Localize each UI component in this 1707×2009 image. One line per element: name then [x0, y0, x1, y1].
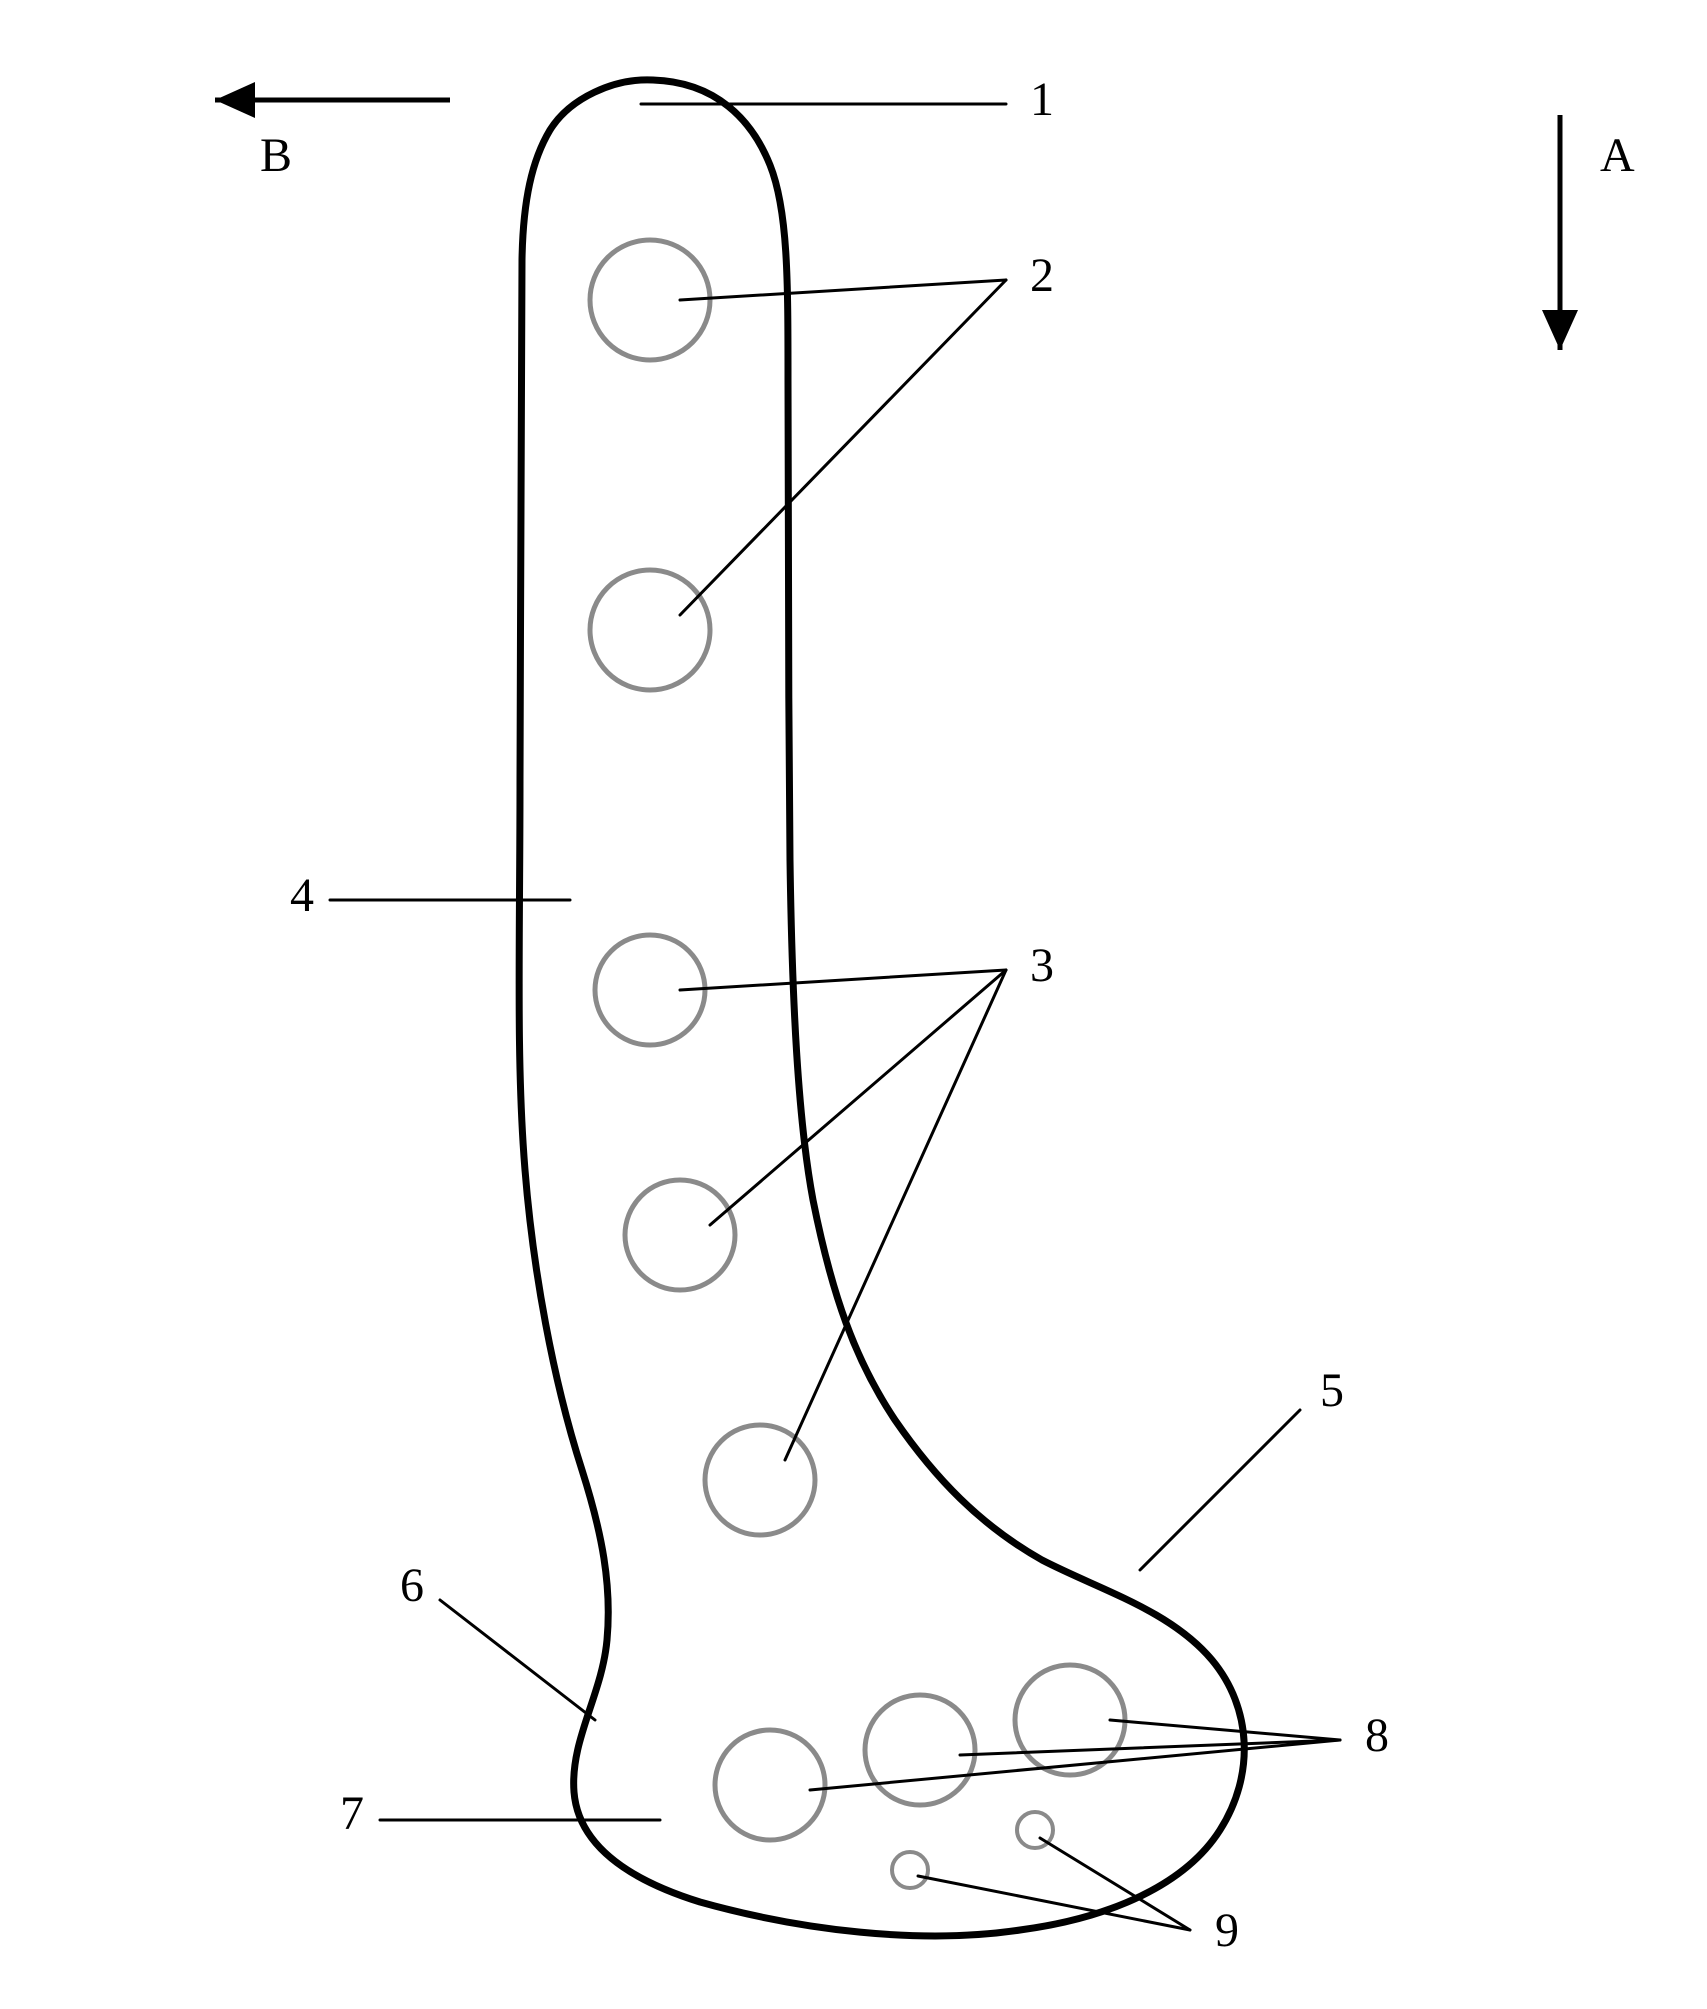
- label-n9: 9: [1215, 1904, 1239, 1957]
- leader-l3a: [680, 970, 1006, 990]
- hole-h8b: [865, 1695, 975, 1805]
- arrow-head-arrB: [215, 82, 255, 118]
- hole-h3b: [625, 1180, 735, 1290]
- leader-l8a: [1110, 1720, 1340, 1740]
- label-n2: 2: [1030, 249, 1054, 302]
- label-n5: 5: [1320, 1364, 1344, 1417]
- leader-l2b: [680, 280, 1006, 615]
- arrow-label-arrA: A: [1600, 129, 1635, 182]
- arrow-label-arrB: B: [260, 129, 292, 182]
- leader-l6: [440, 1600, 595, 1720]
- leader-l2a: [680, 280, 1006, 300]
- hole-h3c: [705, 1425, 815, 1535]
- label-n1: 1: [1030, 73, 1054, 126]
- hole-h8a: [715, 1730, 825, 1840]
- leader-l5: [1140, 1410, 1300, 1570]
- label-n7: 7: [340, 1787, 364, 1840]
- leader-l3b: [710, 970, 1006, 1225]
- label-n6: 6: [400, 1559, 424, 1612]
- arrow-head-arrA: [1542, 310, 1578, 350]
- hole-h2b: [590, 570, 710, 690]
- hole-h9a: [892, 1852, 928, 1888]
- label-n4: 4: [290, 869, 314, 922]
- label-n8: 8: [1365, 1709, 1389, 1762]
- label-n3: 3: [1030, 939, 1054, 992]
- leader-l8c: [810, 1740, 1340, 1790]
